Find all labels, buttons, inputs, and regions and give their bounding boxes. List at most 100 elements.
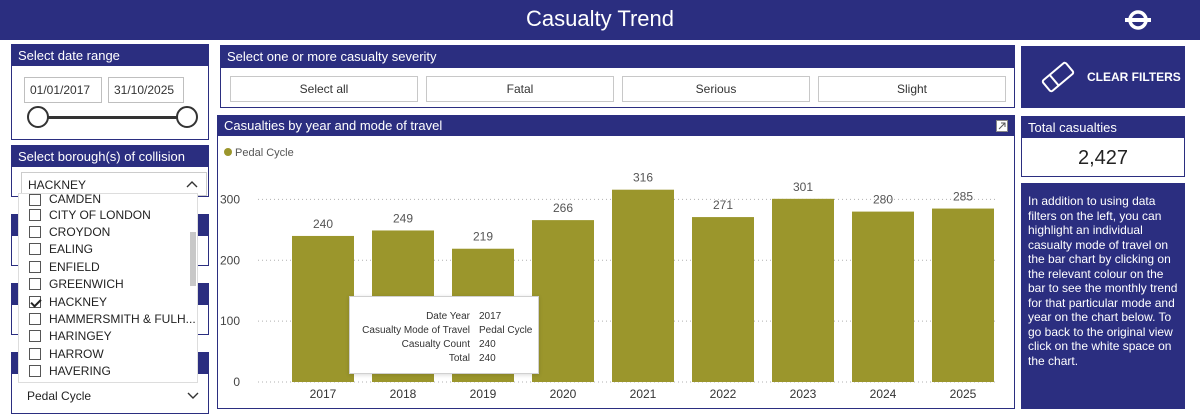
end-date-input[interactable]: 31/10/2025 [108, 77, 184, 103]
tooltip-value: 240 [479, 353, 496, 364]
x-tick-label: 2017 [310, 387, 337, 401]
tooltip-value: Pedal Cycle [479, 325, 533, 336]
borough-item-label: EALING [49, 242, 94, 257]
total-casualties-card: Total casualties 2,427 [1021, 116, 1185, 177]
x-tick-label: 2023 [790, 387, 817, 401]
x-tick-label: 2019 [470, 387, 497, 401]
y-tick-label: 200 [220, 253, 240, 267]
date-range-slicer: Select date range 01/01/2017 31/10/2025 [11, 44, 209, 140]
borough-dropdown-list: CAMDEN CITY OF LONDON CROYDON EALING ENFIELD… [18, 193, 198, 383]
legend-label[interactable]: Pedal Cycle [235, 147, 294, 159]
bar-2022[interactable] [692, 217, 754, 382]
borough-selected-value: HACKNEY [28, 178, 87, 192]
borough-list-item[interactable]: HAMMERSMITH & FULH... [19, 310, 197, 327]
total-casualties-value: 2,427 [1077, 147, 1129, 169]
severity-slight-button[interactable]: Slight [818, 76, 1006, 102]
borough-checkbox[interactable] [29, 365, 41, 378]
tooltip-row: Total 240 [350, 353, 540, 367]
tooltip-row: Date Year 2017 [350, 311, 540, 325]
borough-checkbox[interactable] [29, 295, 41, 308]
severity-select-all-button[interactable]: Select all [230, 76, 418, 102]
x-tick-label: 2021 [630, 387, 657, 401]
borough-list-item[interactable]: CROYDON [19, 223, 197, 240]
borough-item-label: HACKNEY [49, 294, 108, 309]
severity-slicer: Select one or more casualty severity Sel… [220, 45, 1015, 108]
borough-item-label: ENFIELD [49, 259, 100, 274]
bar-value-label: 219 [473, 230, 493, 244]
borough-item-label: CAMDEN [49, 194, 102, 206]
borough-item-label: GREENWICH [49, 277, 124, 292]
tfl-roundel-icon [1125, 10, 1151, 30]
borough-list-item[interactable]: GREENWICH [19, 276, 197, 293]
tooltip-key: Date Year [426, 311, 470, 322]
tooltip-key: Casualty Mode of Travel [362, 325, 470, 336]
borough-checkbox[interactable] [29, 243, 41, 256]
borough-item-label: HARROW [49, 346, 104, 361]
borough-checkbox[interactable] [29, 313, 41, 326]
borough-label: Select borough(s) of collision [12, 146, 208, 167]
severity-fatal-button[interactable]: Fatal [426, 76, 614, 102]
bar-chart[interactable]: Pedal Cycle 0 100 200 300 240 2017 249 2018 219… [218, 136, 1014, 408]
borough-checkbox[interactable] [29, 208, 41, 221]
date-slider-start-handle[interactable] [27, 106, 49, 128]
mode-selected-value: Pedal Cycle [27, 389, 92, 403]
borough-checkbox[interactable] [29, 330, 41, 343]
date-range-label: Select date range [12, 45, 208, 66]
tooltip-key: Total [448, 353, 470, 364]
legend-swatch[interactable] [224, 148, 232, 156]
tooltip-value: 2017 [479, 311, 502, 322]
x-tick-label: 2018 [390, 387, 417, 401]
bar-value-label: 249 [393, 211, 413, 225]
y-tick-label: 0 [233, 375, 240, 389]
borough-checkbox[interactable] [29, 347, 41, 360]
severity-label: Select one or more casualty severity [221, 46, 1014, 68]
bar-value-label: 316 [633, 171, 653, 185]
tooltip-key: Casualty Count [401, 339, 470, 350]
chevron-down-icon[interactable] [187, 391, 199, 401]
x-tick-label: 2020 [550, 387, 577, 401]
borough-slicer: Select borough(s) of collision HACKNEY [11, 145, 209, 197]
total-casualties-label: Total casualties [1022, 117, 1184, 138]
mode-dropdown[interactable]: Pedal Cycle [21, 385, 207, 407]
bar-value-label: 285 [953, 190, 973, 204]
bar-2024[interactable] [852, 211, 914, 382]
borough-list-scrollbar[interactable] [190, 232, 196, 286]
severity-serious-button[interactable]: Serious [622, 76, 810, 102]
bar-2017[interactable] [292, 235, 354, 382]
focus-mode-icon[interactable] [996, 120, 1008, 132]
borough-list-item[interactable]: HACKNEY [19, 293, 197, 310]
borough-checkbox[interactable] [29, 278, 41, 291]
borough-checkbox[interactable] [29, 194, 41, 206]
eraser-icon [1041, 61, 1075, 93]
date-slider-end-handle[interactable] [176, 106, 198, 128]
borough-list-item[interactable]: HARROW [19, 345, 197, 362]
chevron-up-icon[interactable] [186, 179, 198, 189]
x-tick-label: 2025 [950, 387, 977, 401]
borough-list-item[interactable]: HARINGEY [19, 328, 197, 345]
bar-value-label: 240 [313, 217, 333, 231]
bar-2025[interactable] [932, 208, 994, 382]
chart-title: Casualties by year and mode of travel [218, 116, 1014, 136]
borough-item-label: CITY OF LONDON [49, 207, 151, 222]
tooltip-row: Casualty Count 240 [350, 339, 540, 353]
borough-list-item[interactable]: CAMDEN [19, 194, 197, 206]
bar-2020[interactable] [532, 220, 594, 382]
borough-list-item[interactable]: EALING [19, 241, 197, 258]
tooltip-row: Casualty Mode of Travel Pedal Cycle [350, 325, 540, 339]
borough-checkbox[interactable] [29, 226, 41, 239]
clear-filters-button[interactable]: CLEAR FILTERS [1021, 46, 1185, 108]
borough-checkbox[interactable] [29, 260, 41, 273]
borough-item-label: CROYDON [49, 225, 111, 240]
borough-list-item[interactable]: ENFIELD [19, 258, 197, 275]
bar-value-label: 301 [793, 180, 813, 194]
clear-filters-label: CLEAR FILTERS [1087, 70, 1181, 84]
start-date-input[interactable]: 01/01/2017 [24, 77, 102, 103]
borough-list-item[interactable]: CITY OF LONDON [19, 206, 197, 223]
borough-list-item[interactable]: HAVERING [19, 363, 197, 380]
bar-value-label: 266 [553, 201, 573, 215]
borough-item-label: HAVERING [49, 364, 111, 379]
bar-value-label: 271 [713, 198, 733, 212]
bar-2021[interactable] [612, 189, 674, 382]
date-slider-track[interactable] [28, 116, 188, 119]
bar-2023[interactable] [772, 198, 834, 382]
